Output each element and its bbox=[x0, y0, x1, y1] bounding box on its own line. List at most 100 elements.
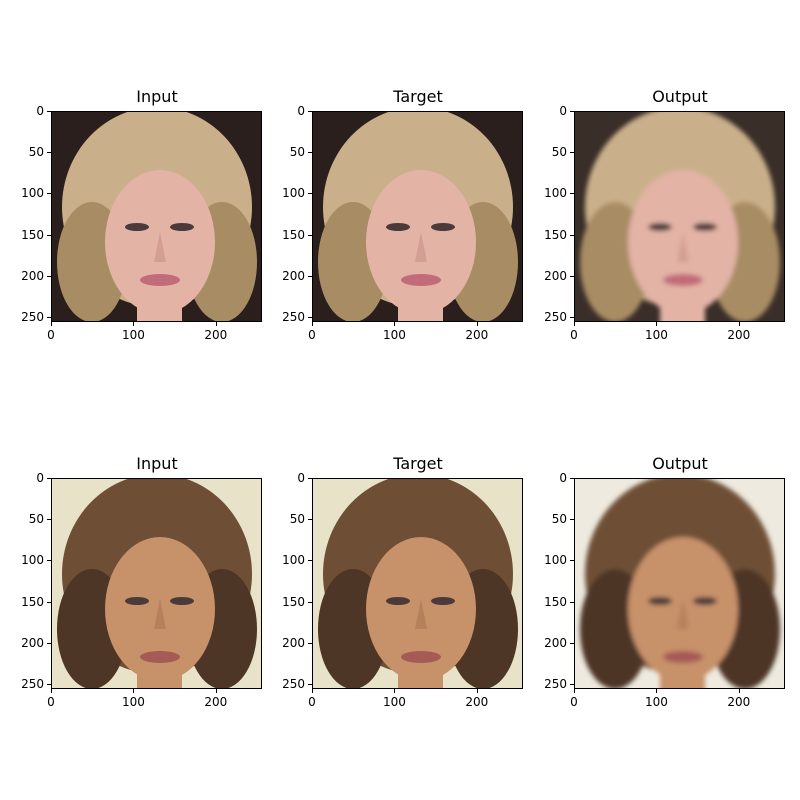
y-tick-mark bbox=[308, 601, 312, 603]
y-tick-mark bbox=[308, 642, 312, 644]
y-tick-label: 250 bbox=[282, 677, 305, 692]
x-tick-mark bbox=[394, 322, 396, 326]
x-tick-label: 100 bbox=[382, 695, 406, 709]
x-tick-mark bbox=[51, 322, 52, 326]
y-tick-mark bbox=[308, 317, 312, 319]
x-tick-label: 100 bbox=[644, 695, 668, 709]
x-tick-label: 100 bbox=[121, 328, 145, 342]
y-tick-label: 250 bbox=[544, 310, 567, 325]
y-tick-label: 50 bbox=[551, 145, 567, 160]
panel-image bbox=[574, 478, 785, 689]
y-tick-mark bbox=[47, 601, 51, 603]
y-tick-mark bbox=[47, 111, 51, 112]
y-tick-label: 150 bbox=[282, 227, 305, 242]
panel-image bbox=[574, 111, 785, 322]
y-tick-mark bbox=[47, 152, 51, 154]
mouth-shape bbox=[401, 274, 441, 286]
y-tick-mark bbox=[308, 111, 312, 112]
y-tick-mark bbox=[47, 275, 51, 277]
y-tick-label: 150 bbox=[21, 594, 44, 609]
y-tick-label: 0 bbox=[559, 104, 567, 118]
y-tick-mark bbox=[570, 152, 574, 154]
y-tick-mark bbox=[47, 642, 51, 644]
y-tick-mark bbox=[570, 642, 574, 644]
y-tick-mark bbox=[308, 234, 312, 236]
neck-shape bbox=[398, 664, 443, 688]
y-tick-label: 50 bbox=[551, 512, 567, 527]
eye-shape bbox=[693, 223, 717, 231]
x-tick-mark bbox=[215, 689, 217, 693]
x-tick-label: 200 bbox=[465, 328, 489, 342]
x-tick-label: 0 bbox=[308, 695, 316, 709]
y-tick-label: 250 bbox=[21, 310, 44, 325]
y-tick-mark bbox=[570, 478, 574, 479]
y-tick-mark bbox=[47, 519, 51, 521]
portrait-photo bbox=[580, 112, 780, 321]
y-tick-mark bbox=[308, 560, 312, 562]
mouth-shape bbox=[140, 274, 180, 286]
panel-title: Input bbox=[136, 454, 178, 473]
x-tick-mark bbox=[656, 689, 658, 693]
y-tick-label: 200 bbox=[282, 635, 305, 650]
y-tick-mark bbox=[47, 560, 51, 562]
nose-shape bbox=[415, 232, 427, 262]
y-tick-mark bbox=[47, 478, 51, 479]
x-tick-label: 100 bbox=[382, 328, 406, 342]
eye-shape bbox=[125, 223, 149, 231]
y-tick-label: 0 bbox=[36, 471, 44, 485]
panel-image bbox=[312, 111, 523, 322]
x-tick-label: 0 bbox=[308, 328, 316, 342]
eye-shape bbox=[170, 223, 194, 231]
portrait-photo bbox=[318, 112, 518, 321]
nose-shape bbox=[415, 599, 427, 629]
y-tick-mark bbox=[308, 152, 312, 154]
x-tick-mark bbox=[133, 689, 135, 693]
y-tick-mark bbox=[47, 193, 51, 195]
x-tick-label: 0 bbox=[47, 695, 55, 709]
y-tick-mark bbox=[570, 560, 574, 562]
x-tick-label: 200 bbox=[727, 695, 751, 709]
y-tick-mark bbox=[570, 111, 574, 112]
x-tick-label: 0 bbox=[570, 695, 578, 709]
x-tick-mark bbox=[394, 689, 396, 693]
eye-shape bbox=[386, 223, 410, 231]
nose-shape bbox=[154, 599, 166, 629]
portrait-photo bbox=[580, 479, 780, 688]
y-tick-label: 150 bbox=[544, 227, 567, 242]
eye-shape bbox=[648, 597, 672, 605]
y-tick-label: 200 bbox=[544, 635, 567, 650]
panel-image bbox=[51, 111, 262, 322]
neck-shape bbox=[660, 664, 705, 688]
y-tick-label: 50 bbox=[289, 145, 305, 160]
y-tick-label: 200 bbox=[282, 268, 305, 283]
neck-shape bbox=[660, 297, 705, 321]
y-tick-label: 200 bbox=[544, 268, 567, 283]
x-tick-mark bbox=[738, 689, 740, 693]
neck-shape bbox=[137, 297, 182, 321]
x-tick-label: 200 bbox=[465, 695, 489, 709]
y-tick-mark bbox=[570, 234, 574, 236]
y-tick-label: 0 bbox=[297, 104, 305, 118]
mouth-shape bbox=[663, 274, 703, 286]
x-tick-mark bbox=[312, 689, 313, 693]
panel-title: Output bbox=[652, 87, 708, 106]
y-tick-label: 250 bbox=[544, 677, 567, 692]
x-tick-label: 200 bbox=[204, 328, 228, 342]
y-tick-label: 200 bbox=[21, 268, 44, 283]
x-tick-mark bbox=[574, 322, 575, 326]
y-tick-label: 100 bbox=[282, 553, 305, 568]
y-tick-mark bbox=[308, 275, 312, 277]
y-tick-label: 0 bbox=[297, 471, 305, 485]
eye-shape bbox=[125, 597, 149, 605]
x-tick-mark bbox=[133, 322, 135, 326]
y-tick-label: 0 bbox=[559, 471, 567, 485]
panel-title: Target bbox=[393, 87, 443, 106]
portrait-photo bbox=[57, 112, 257, 321]
y-tick-label: 100 bbox=[21, 553, 44, 568]
neck-shape bbox=[137, 664, 182, 688]
x-tick-label: 100 bbox=[121, 695, 145, 709]
x-tick-label: 0 bbox=[570, 328, 578, 342]
x-tick-mark bbox=[476, 322, 478, 326]
y-tick-mark bbox=[570, 684, 574, 686]
